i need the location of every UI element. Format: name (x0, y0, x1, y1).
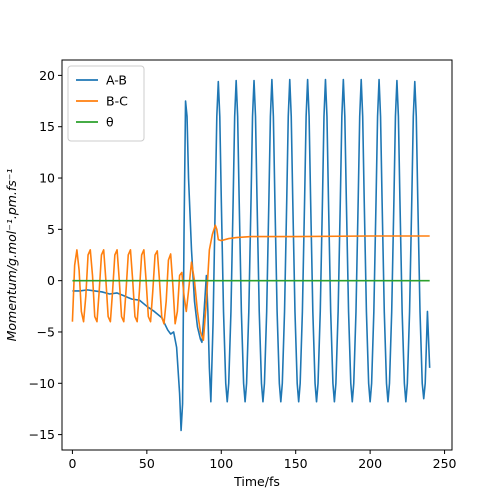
y-tick-label-3: 0 (47, 273, 55, 288)
plot-frame (61, 59, 453, 451)
series-layer (71, 78, 431, 432)
legend: A-B B-C θ (67, 65, 145, 142)
y-axis-label: Momentum/g.mol⁻¹.pm.fs⁻¹ (4, 169, 19, 342)
x-tick-label-3: 150 (284, 456, 308, 471)
y-tick-label-6: 15 (39, 119, 55, 134)
tick-layer: 0 50 100 150 200 250 −15 −10 −5 0 5 10 15 20 (29, 68, 457, 471)
y-tick-label-1: −10 (29, 376, 55, 391)
x-tick-label-4: 200 (358, 456, 382, 471)
x-tick-label-5: 250 (433, 456, 457, 471)
x-tick-label-2: 100 (209, 456, 233, 471)
y-tick-label-7: 20 (39, 68, 55, 83)
legend-label-2: θ (106, 115, 114, 130)
series-line-1 (71, 224, 430, 341)
y-tick-label-0: −15 (29, 427, 55, 442)
y-tick-label-4: 5 (47, 222, 55, 237)
legend-label-0: A-B (106, 73, 127, 88)
x-tick-label-0: 0 (68, 456, 76, 471)
y-tick-label-5: 10 (39, 171, 55, 186)
x-tick-label-1: 50 (139, 456, 155, 471)
y-tick-label-2: −5 (37, 324, 55, 339)
legend-label-1: B-C (106, 94, 128, 109)
series-line-0 (72, 78, 431, 432)
x-axis-label: Time/fs (233, 474, 280, 489)
